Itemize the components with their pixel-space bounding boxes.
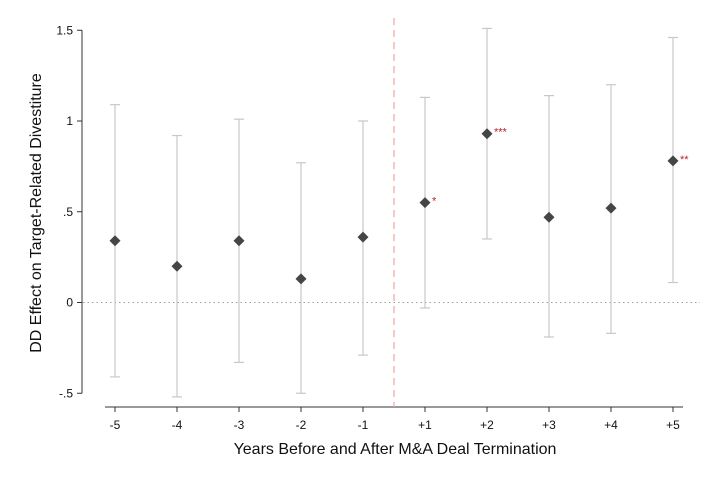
estimate-point (605, 202, 617, 214)
y-tick-label: -.5 (59, 386, 73, 400)
x-tick-label: -1 (358, 418, 369, 432)
y-tick-label: 1.5 (56, 23, 73, 37)
x-tick-label: -5 (110, 418, 121, 432)
x-tick-label: +4 (604, 418, 618, 432)
significance-stars: ** (680, 154, 689, 166)
estimate-point (543, 211, 555, 223)
estimate-point (419, 197, 431, 209)
estimate-point (109, 235, 121, 247)
y-tick-label: .5 (63, 205, 73, 219)
x-tick-label: -4 (172, 418, 183, 432)
axes-layer (77, 29, 683, 412)
y-tick-label: 0 (66, 296, 73, 310)
x-axis-title: Years Before and After M&A Deal Terminat… (234, 441, 557, 458)
x-tick-label: -2 (296, 418, 307, 432)
significance-stars: * (432, 196, 437, 208)
estimate-points-layer (109, 128, 679, 285)
labels-layer: Years Before and After M&A Deal Terminat… (28, 23, 689, 458)
y-tick-label: 1 (66, 114, 73, 128)
estimate-point (481, 128, 493, 140)
y-axis-title: DD Effect on Target-Related Divestiture (28, 73, 45, 353)
x-tick-label: +2 (480, 418, 494, 432)
estimate-point (357, 231, 369, 243)
estimate-point (295, 273, 307, 285)
x-tick-label: +5 (666, 418, 680, 432)
estimate-point (171, 260, 183, 272)
reference-lines-layer (83, 18, 700, 407)
x-tick-label: +1 (418, 418, 432, 432)
estimate-point (233, 235, 245, 247)
significance-stars: *** (494, 127, 508, 139)
x-tick-label: +3 (542, 418, 556, 432)
x-tick-label: -3 (234, 418, 245, 432)
estimate-point (667, 155, 679, 167)
